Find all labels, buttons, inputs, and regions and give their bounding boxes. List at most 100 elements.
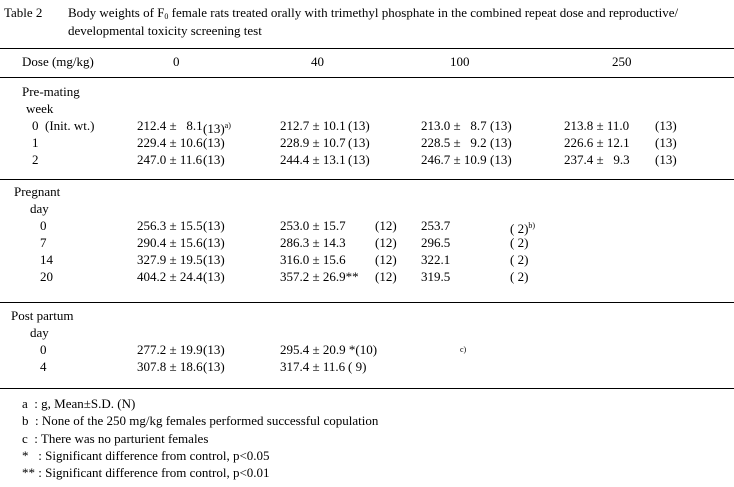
sample-size: (12) [375,235,397,250]
sample-size: (13) [348,135,370,150]
footnote: a : g, Mean±S.D. (N) [22,396,136,411]
cell-n: (12) [375,218,397,234]
cell-value: 213.8 ± 11.0 [564,118,630,133]
cell-value: 228.5 ± 9.2 [421,135,487,150]
cell-n: (13) [655,118,677,134]
cell-n: (13)a) [203,118,231,137]
sample-size: (13) [203,342,225,357]
cell-value: 295.4 ± 20.9 *(10) [280,342,378,357]
sample-size: (13) [203,269,225,284]
sample-size: ( 2) [510,252,529,267]
cell-value: 247.0 ± 11.6 [137,152,203,167]
section-rule [0,302,734,303]
sample-size: (13) [490,118,512,133]
cell-value: 226.6 ± 12.1 [564,135,630,150]
cell-value: 319.5 [421,269,451,284]
section-unit: week [26,101,54,116]
sample-size: (13) [203,359,225,374]
dose-40-header: 40 [311,54,324,69]
cell-value: 253.0 ± 15.7 [280,218,346,233]
table-title: Body weights of F0 female rats treated o… [68,5,678,25]
footnote: * : Significant difference from control,… [22,447,270,463]
header-rule [0,77,734,78]
sample-size: ( 2) [510,221,529,236]
dose-header: Dose (mg/kg) [22,54,94,69]
sample-size: (12) [375,269,397,284]
bottom-rule [0,388,734,389]
cell-value: 237.4 ± 9.3 [564,152,630,167]
dose-250-header: 250 [612,54,632,69]
section-unit: day [30,325,49,340]
cell-n: (12) [375,269,397,285]
cell-value: 212.7 ± 10.1 [280,118,346,133]
cell-value: 253.7 [421,218,451,233]
sample-size: (13) [203,235,225,250]
cell-n: (13) [203,269,225,285]
sample-size: (12) [375,218,397,233]
sample-size: (13) [203,121,225,136]
section-title: Pre-mating [22,84,80,99]
cell-n: (12) [375,252,397,268]
cell-n: (13) [348,118,370,134]
cell-value: 322.1 [421,252,451,267]
dose-0-header: 0 [173,54,180,69]
sample-size: (12) [375,252,397,267]
dose-100-header: 100 [450,54,470,69]
cell-n: (13) [348,135,370,151]
cell-n: (13) [203,218,225,234]
sample-size: (13) [203,135,225,150]
cell-value: 228.9 ± 10.7 [280,135,346,150]
row-label: 20 [40,269,53,284]
cell-n: ( 2) [510,252,528,268]
cell-value: 256.3 ± 15.5 [137,218,203,233]
cell-value: 286.3 ± 14.3 [280,235,346,250]
sample-size: (13) [655,152,677,167]
sample-size: ( 2) [510,235,529,250]
cell-n: (13) [655,135,677,151]
footnote: c : There was no parturient females [22,430,209,446]
table-label: Table 2 [4,5,43,20]
cell-n: (13) [203,152,225,168]
sample-size: (13) [348,152,370,167]
cell-value: 357.2 ± 26.9** [280,269,359,284]
cell-value: 246.7 ± 10.9 [421,152,487,167]
row-label: 1 [32,135,39,150]
cell-n: ( 2)b) [510,218,535,237]
cell-value: 296.5 [421,235,451,250]
sample-size: (13) [203,218,225,233]
cell-n: (13) [490,135,512,151]
cell-n: (13) [203,135,225,151]
cell-n: (13) [203,235,225,251]
cell-value: 229.4 ± 10.6 [137,135,203,150]
cell-note: c) [460,342,466,361]
row-label: 0 [40,218,47,233]
sample-size: ( 9) [348,359,367,374]
cell-value: 244.4 ± 13.1 [280,152,346,167]
footnote-marker: b) [528,221,536,230]
cell-value: 213.0 ± 8.7 [421,118,487,133]
cell-n: (13) [348,152,370,168]
cell-n: ( 9) [348,359,366,375]
sample-size: (13) [655,135,677,150]
cell-value: 317.4 ± 11.6 [280,359,346,374]
footnote: ** : Significant difference from control… [22,465,270,481]
cell-n: (13) [490,152,512,168]
cell-n: ( 2) [510,235,528,251]
title-subscript: 0 [164,12,169,21]
cell-n: (13) [203,342,225,358]
table-title-line2: developmental toxicity screening test [68,23,262,38]
cell-n: ( 2) [510,269,528,285]
cell-n: (13) [655,152,677,168]
row-label: 4 [40,359,47,374]
sample-size: (13) [490,135,512,150]
row-label: 14 [40,252,53,267]
section-rule [0,179,734,180]
cell-value: 307.8 ± 18.6 [137,359,203,374]
section-title: Pregnant [14,184,61,199]
footnote: b : None of the 250 mg/kg females perfor… [22,413,379,429]
section-title: Post partum [11,308,74,323]
title-part: Body weights of F [68,5,165,20]
footnote-marker: c) [460,345,467,354]
cell-n: (13) [203,359,225,375]
cell-value: 316.0 ± 15.6 [280,252,346,267]
